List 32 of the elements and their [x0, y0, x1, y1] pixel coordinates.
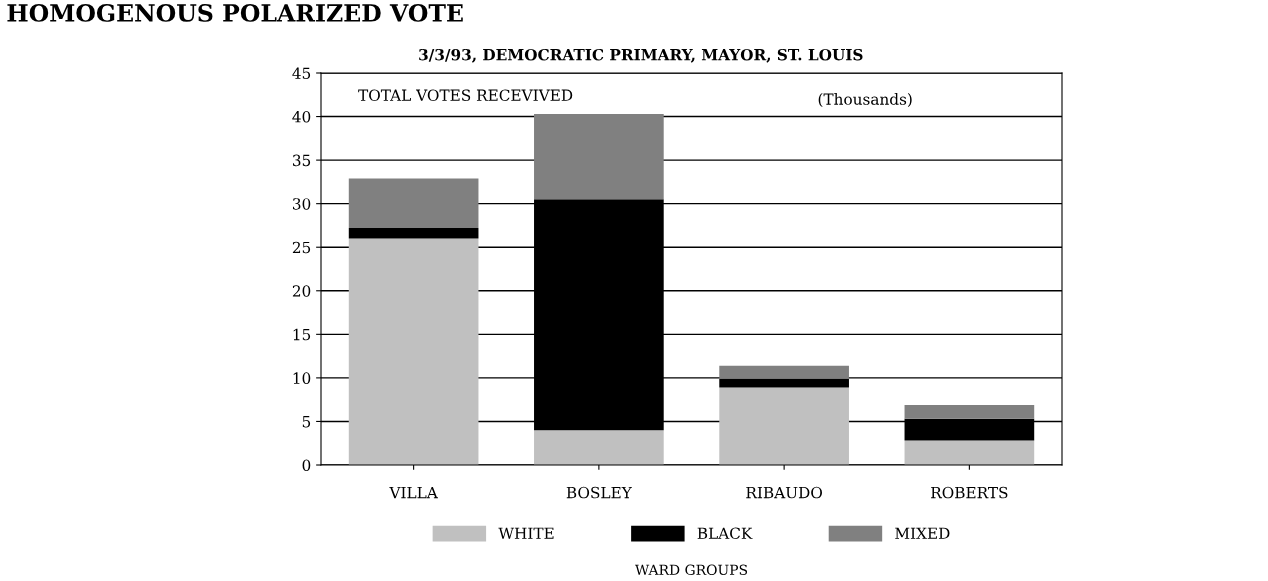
y-tick-label: 35: [293, 154, 311, 167]
y-tick-label: 10: [293, 372, 311, 384]
legend-label: WHITE: [498, 527, 554, 539]
chart-subtitle: 3/3/93, DEMOCRATIC PRIMARY, MAYOR, ST. LOUIS: [419, 48, 863, 63]
x-tick-label: RIBAUDO: [746, 486, 822, 499]
y-tick-label: 5: [302, 416, 311, 428]
y-tick-label: 0: [302, 459, 311, 472]
x-tick-label: VILLA: [389, 487, 438, 499]
legend-label: BLACK: [697, 527, 753, 539]
bar: [534, 113, 664, 200]
x-tick-label: ROBERTS: [931, 486, 1008, 499]
y-tick-label: 30: [293, 198, 311, 210]
y-tick-label: 15: [293, 328, 311, 341]
bar: [904, 440, 1035, 465]
bar: [719, 378, 849, 388]
bar: [348, 238, 479, 465]
chart-title: HOMOGENOUS POLARIZED VOTE: [7, 3, 463, 22]
bar: [904, 404, 1035, 419]
annotation: TOTAL VOTES RECEVIVED: [358, 89, 573, 101]
bar: [719, 365, 849, 379]
y-tick-label: 25: [292, 241, 311, 254]
y-tick-label: 20: [292, 285, 311, 297]
x-tick-label: BOSLEY: [566, 486, 632, 499]
bar: [348, 178, 479, 229]
legend-label: MIXED: [895, 527, 950, 539]
y-tick-label: 40: [292, 111, 311, 123]
bar: [348, 228, 479, 239]
x-axis-title: WARD GROUPS: [635, 564, 748, 576]
bar: [534, 430, 664, 465]
annotation: (Thousands): [818, 93, 912, 108]
y-tick-label: 45: [292, 67, 311, 80]
bar: [719, 387, 849, 465]
